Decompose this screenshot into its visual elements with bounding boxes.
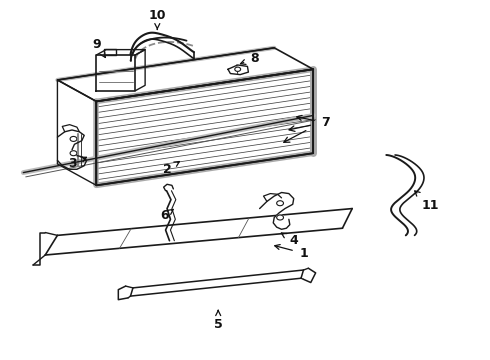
Text: 8: 8 [241, 52, 259, 65]
Text: 3: 3 [68, 157, 86, 170]
Text: 5: 5 [214, 310, 222, 331]
Text: 11: 11 [415, 191, 439, 212]
Circle shape [277, 201, 284, 206]
Text: 10: 10 [148, 9, 166, 29]
Circle shape [70, 136, 77, 141]
Text: 1: 1 [275, 244, 308, 260]
Text: 7: 7 [297, 116, 330, 129]
Circle shape [70, 151, 77, 156]
Circle shape [235, 67, 241, 71]
Text: 4: 4 [281, 233, 298, 247]
Circle shape [277, 215, 284, 220]
Text: 9: 9 [92, 38, 105, 58]
Text: 6: 6 [160, 209, 173, 222]
Text: 2: 2 [163, 162, 179, 176]
